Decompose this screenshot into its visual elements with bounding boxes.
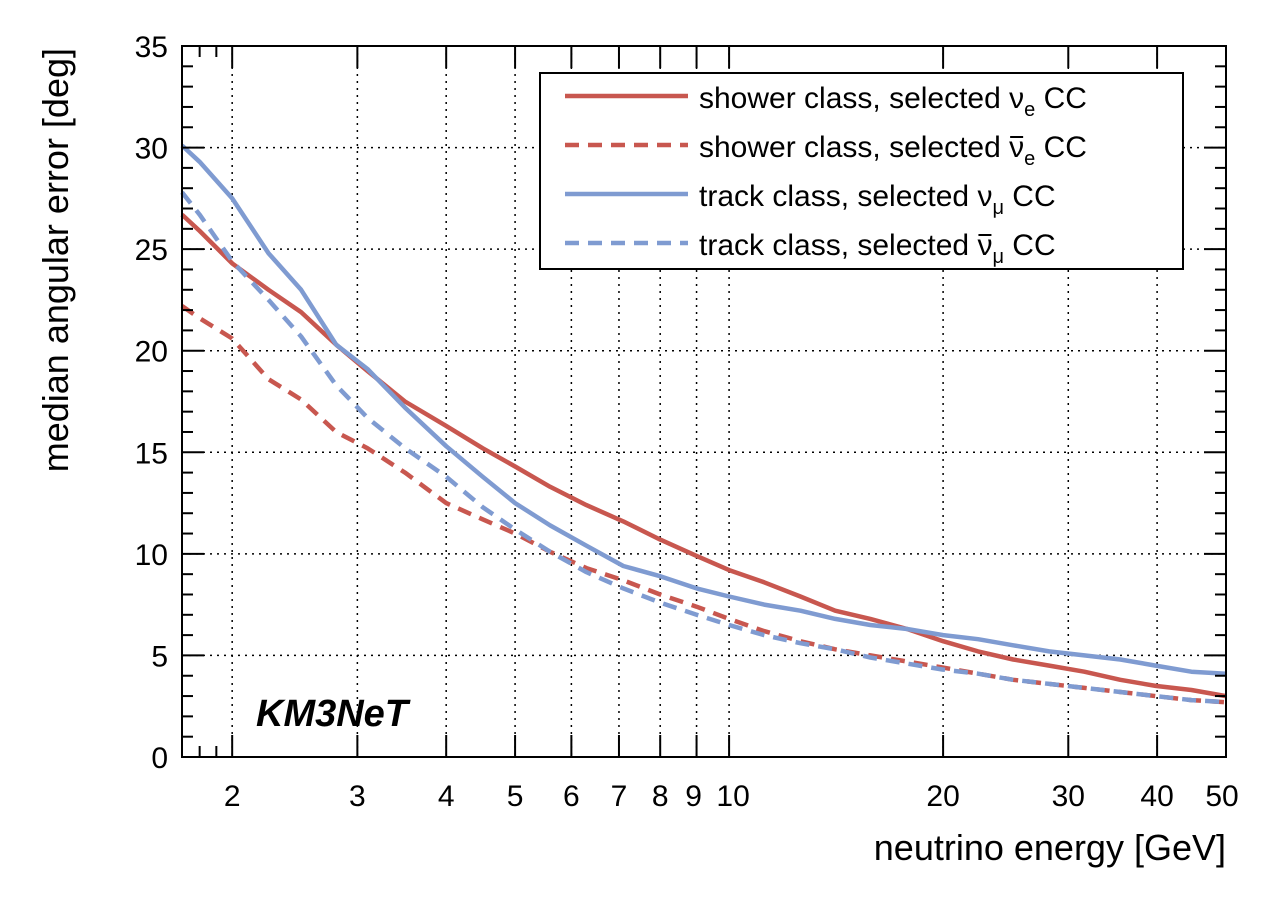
x-tick-label: 10 xyxy=(716,780,749,813)
x-tick-label: 9 xyxy=(685,780,702,813)
x-tick-label: 8 xyxy=(652,780,669,813)
x-tick-label: 30 xyxy=(1052,780,1085,813)
x-tick-label: 3 xyxy=(349,780,366,813)
x-axis-title: neutrino energy [GeV] xyxy=(874,827,1226,868)
x-tick-label: 7 xyxy=(611,780,628,813)
legend-label-4: track class, selected νμ CC xyxy=(699,229,1056,268)
series-line-3 xyxy=(180,143,1227,676)
legend-label-2: shower class, selected νe CC xyxy=(699,131,1087,170)
x-tick-label: 40 xyxy=(1140,780,1173,813)
x-tick-label: 50 xyxy=(1205,780,1238,813)
series-line-4 xyxy=(180,190,1227,705)
y-tick-label: 10 xyxy=(135,539,168,572)
x-tick-label: 2 xyxy=(224,780,241,813)
tick-labels: 2 3 4 5 6 7 8 9 10 20 30 40 50 0 5 10 15 20 25 30 35 xyxy=(135,31,1239,813)
plot-frame xyxy=(181,45,1227,758)
y-axis-title: median angular error [deg] xyxy=(35,48,76,472)
legend-label-3: track class, selected νμ CC xyxy=(699,180,1056,219)
y-tick-label: 5 xyxy=(151,640,168,673)
x-tick-label: 5 xyxy=(507,780,524,813)
legend-label-1: shower class, selected νe CC xyxy=(699,82,1087,121)
axis-ticks xyxy=(182,45,1227,758)
y-tick-label: 25 xyxy=(135,234,168,267)
x-tick-label: 20 xyxy=(926,780,959,813)
series-lines xyxy=(180,143,1227,705)
y-tick-label: 0 xyxy=(151,742,168,775)
km3net-logo-text: KM3NeT xyxy=(256,693,411,735)
x-tick-label: 6 xyxy=(563,780,580,813)
y-tick-label: 35 xyxy=(135,31,168,64)
legend-box xyxy=(539,72,1184,270)
series-line-1 xyxy=(180,212,1227,699)
y-tick-label: 20 xyxy=(135,336,168,369)
y-tick-label: 15 xyxy=(135,437,168,470)
series-line-2 xyxy=(180,304,1227,705)
legend: shower class, selected νe CC shower class… xyxy=(539,72,1184,270)
y-tick-label: 30 xyxy=(135,133,168,166)
x-tick-label: 4 xyxy=(438,780,455,813)
